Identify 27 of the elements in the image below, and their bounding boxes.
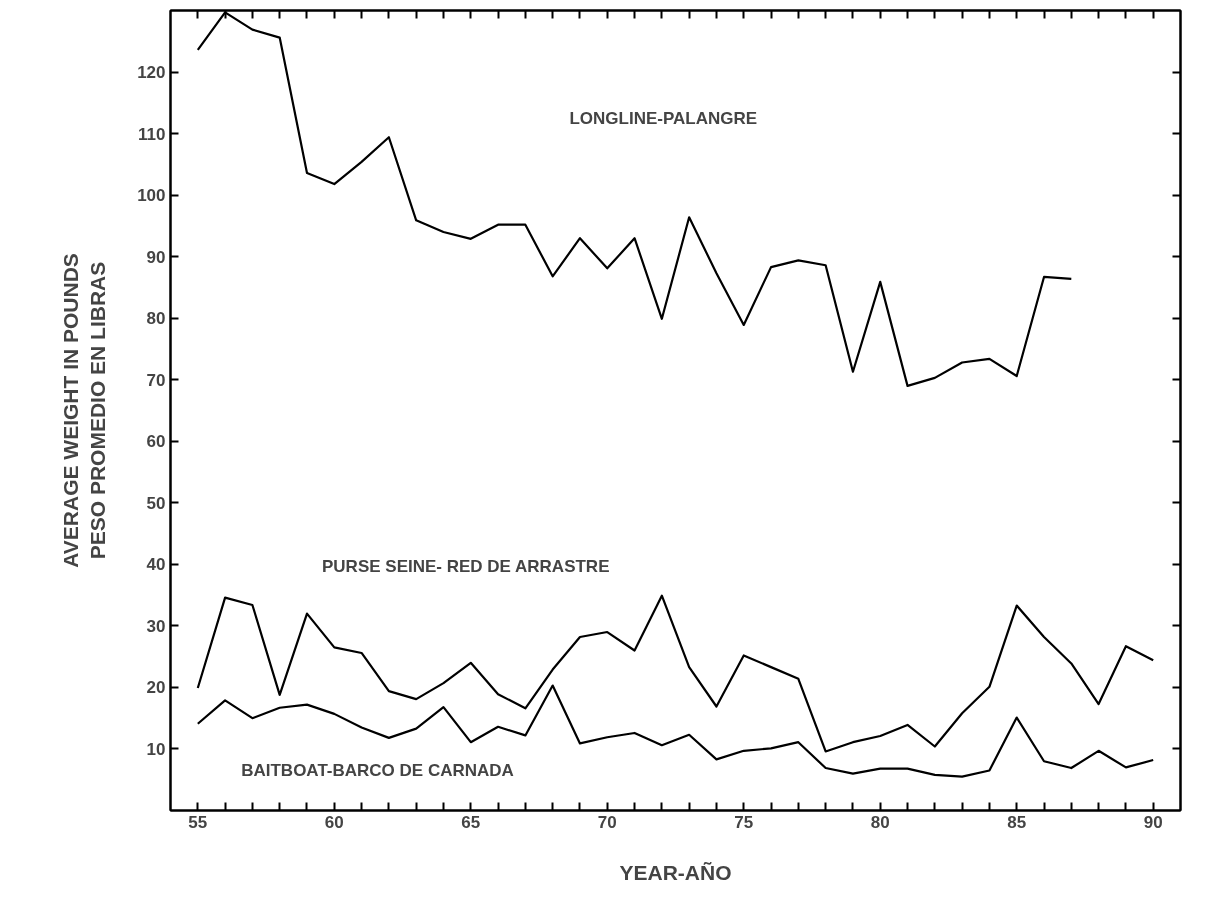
- y-tick-label: 100: [137, 186, 166, 206]
- y-tick-label: 60: [146, 432, 166, 452]
- y-tick-label: 50: [146, 493, 166, 513]
- line-series: [196, 594, 1155, 753]
- y-tick-label: 80: [146, 309, 166, 329]
- x-tick-label: 90: [1143, 812, 1163, 832]
- line-series: [196, 684, 1155, 778]
- x-tick-label: 80: [870, 812, 890, 832]
- y-tick-label: 40: [146, 555, 166, 575]
- x-tick-label: 65: [461, 812, 481, 832]
- x-axis-title: YEAR-AÑO: [619, 860, 732, 884]
- y-tick-label: 30: [146, 616, 166, 636]
- x-tick-label: 60: [324, 812, 344, 832]
- x-tick-label: 70: [597, 812, 617, 832]
- y-tick-label: 70: [146, 370, 166, 390]
- y-tick-label: 10: [146, 739, 166, 759]
- y-axis-title: AVERAGE WEIGHT IN POUNDS PESO PROMEDIO EN LIBRAS: [58, 253, 110, 568]
- x-tick-label: 55: [188, 812, 208, 832]
- annotation: LONGLINE-PALANGRE: [569, 109, 758, 128]
- y-tick-label: 110: [138, 124, 166, 144]
- y-tick-label: 120: [137, 63, 166, 83]
- x-tick-label: 85: [1007, 812, 1027, 832]
- y-tick-label: 20: [146, 678, 166, 698]
- x-tick-label: 75: [734, 812, 754, 832]
- annotation: BAITBOAT-BARCO DE CARNADA: [241, 761, 514, 780]
- annotation: PURSE SEINE- RED DE ARRASTRE: [322, 557, 610, 576]
- y-tick-label: 90: [146, 247, 166, 267]
